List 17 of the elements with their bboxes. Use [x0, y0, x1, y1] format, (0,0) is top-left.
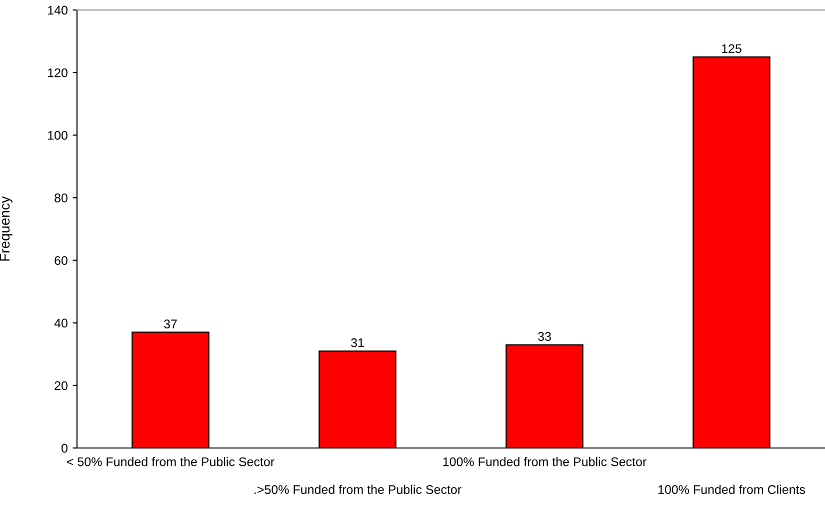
data-label: 31 [351, 338, 364, 348]
x-tick-label: .>50% Funded from the Public Sector [254, 484, 462, 494]
data-label: 37 [164, 320, 177, 328]
y-axis-title: Frequency [0, 196, 12, 261]
x-tick-label: 100% Funded from Clients [658, 484, 806, 494]
y-tick-label: 0 [62, 444, 68, 453]
data-label: 33 [538, 332, 551, 341]
x-tick-label: < 50% Funded from the Public Sector [67, 457, 274, 466]
y-tick-label: 100 [48, 130, 68, 140]
x-tick-label: 100% Funded from the Public Sector [443, 457, 646, 466]
y-tick-label: 60 [54, 256, 68, 265]
y-tick-label: 20 [54, 381, 68, 390]
y-tick-label: 120 [48, 68, 68, 78]
y-tick-label: 140 [48, 6, 68, 15]
y-tick-label: 40 [54, 318, 68, 328]
y-tick-label: 80 [54, 194, 68, 202]
data-label: 125 [722, 44, 742, 54]
